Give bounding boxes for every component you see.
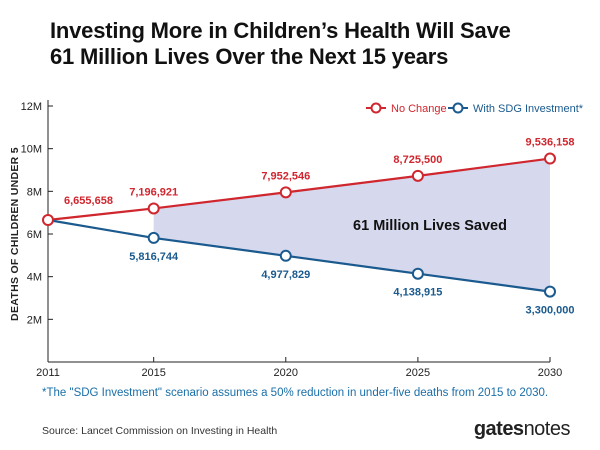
- y-tick-label: 6M: [27, 229, 42, 241]
- data-point-no-change: [544, 152, 556, 165]
- data-point-no-change: [411, 169, 424, 182]
- title-line-2: 61 Million Lives Over the Next 15 years: [50, 44, 449, 69]
- data-label-sdg: 3,300,000: [526, 305, 575, 317]
- y-tick-label: 4M: [27, 272, 42, 284]
- y-axis-title: DEATHS OF CHILDREN UNDER 5: [9, 147, 21, 321]
- data-label-no-change: 9,536,158: [526, 137, 575, 149]
- legend-label-no-change: No Change: [391, 103, 447, 115]
- data-label-sdg: 4,138,915: [393, 287, 442, 299]
- x-tick-label: 2030: [538, 367, 562, 379]
- y-tick-label: 2M: [27, 314, 42, 326]
- data-label-no-change: 6,655,658: [64, 195, 113, 207]
- x-tick-label: 2025: [406, 367, 430, 379]
- title-line-1: Investing More in Children’s Health Will…: [50, 18, 511, 43]
- data-label-sdg: 5,816,744: [129, 251, 179, 263]
- x-tick-label: 2015: [141, 367, 165, 379]
- data-point-no-change: [147, 202, 160, 215]
- brand-logo-light: notes: [523, 418, 571, 440]
- footnote: *The "SDG Investment" scenario assumes a…: [42, 387, 549, 399]
- legend-label-sdg: With SDG Investment*: [473, 103, 584, 115]
- x-tick-label: 2020: [274, 367, 298, 379]
- source-note: Source: Lancet Commission on Investing i…: [42, 425, 278, 437]
- data-point-sdg: [411, 267, 424, 280]
- x-tick-label: 2011: [36, 367, 60, 379]
- y-tick-label: 10M: [21, 144, 42, 156]
- legend-marker-no-change: [370, 102, 382, 114]
- legend-marker-sdg: [452, 102, 464, 114]
- brand-logo: gatesnotes: [473, 418, 571, 441]
- lives-saved-area-layer: [153, 158, 550, 292]
- data-labels: 6,655,658 7,196,921 7,952,546 8,725,500 9,53…: [64, 137, 574, 317]
- data-point-no-change: [42, 214, 54, 227]
- data-label-no-change: 7,196,921: [129, 186, 178, 198]
- annotation-lives-saved: 61 Million Lives Saved: [353, 218, 507, 234]
- series-points: [42, 152, 556, 298]
- legend: No Change With SDG Investment*: [366, 102, 584, 115]
- data-point-sdg: [147, 231, 160, 244]
- data-label-no-change: 7,952,546: [261, 170, 310, 182]
- data-point-sdg: [279, 249, 292, 262]
- data-label-sdg: 4,977,829: [261, 269, 310, 281]
- axes: 2M 4M 6M 8M 10M 12M 2011 2015 2020 2025 2030 DEATHS…: [9, 100, 562, 379]
- data-point-no-change: [279, 186, 292, 199]
- data-point-sdg: [544, 285, 556, 298]
- chart-title: Investing More in Children’s Health Will…: [50, 18, 570, 70]
- lives-saved-area: [153, 158, 550, 292]
- y-tick-label: 12M: [21, 101, 42, 113]
- brand-logo-bold: gates: [473, 418, 524, 440]
- y-tick-label: 8M: [27, 186, 42, 198]
- data-label-no-change: 8,725,500: [393, 154, 442, 166]
